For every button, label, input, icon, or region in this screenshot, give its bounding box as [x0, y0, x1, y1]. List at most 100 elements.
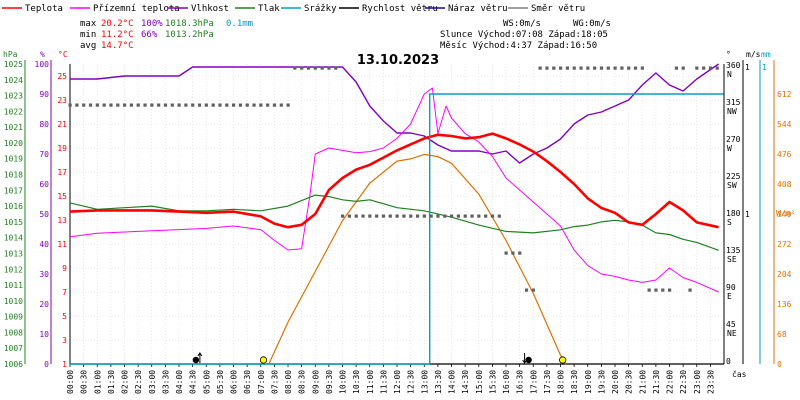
- direction-tick-label: 0: [726, 357, 731, 366]
- wind-direction-point: [388, 214, 392, 218]
- pressure-tick-label: 1022: [4, 107, 23, 116]
- time-tick-label: 11:30: [379, 370, 388, 394]
- stat-avg-temp: 14.7°C: [101, 41, 134, 51]
- time-tick-label: 02:30: [134, 370, 143, 394]
- wind-direction-point: [456, 214, 461, 218]
- wind-direction-point: [88, 103, 93, 107]
- humidity-tick-label: 70: [39, 150, 49, 159]
- time-tick-label: 13:30: [434, 370, 443, 394]
- direction-compass-label: SW: [727, 181, 737, 190]
- time-tick-label: 05:00: [202, 370, 211, 394]
- legend-teplota: Teplota: [25, 4, 63, 14]
- wind-direction-point: [422, 214, 426, 218]
- legend-naraz-vetru: Náraz větru: [448, 4, 508, 14]
- wind-direction-point: [436, 214, 440, 218]
- wind-direction-point: [320, 66, 324, 70]
- wind-direction-point: [204, 103, 208, 107]
- stat-max-rain: 0.1mm: [226, 19, 253, 29]
- legend-tlak: Tlak: [258, 4, 280, 14]
- wind-direction-point: [668, 288, 672, 292]
- wind-direction-point: [347, 214, 352, 218]
- wind-direction-point: [238, 103, 243, 107]
- wind-direction-point: [586, 66, 590, 70]
- time-tick-label: 19:00: [584, 370, 593, 394]
- temperature-tick-label: 5: [62, 312, 67, 321]
- legend-vlhkost: Vlhkost: [191, 4, 229, 14]
- wind-direction-point: [661, 288, 665, 292]
- time-tick-label: 21:00: [638, 370, 647, 394]
- wind-direction-point: [354, 214, 358, 218]
- wind-direction-point: [218, 103, 222, 107]
- wind-direction-point: [361, 214, 365, 218]
- wind-direction-point: [429, 214, 433, 218]
- time-tick-label: 01:00: [93, 370, 102, 394]
- solar-tick-label: 544: [777, 120, 792, 129]
- humidity-tick-label: 90: [39, 90, 49, 99]
- wind-direction-point: [681, 66, 685, 70]
- wind-direction-point: [82, 103, 86, 107]
- stat-max-press: 1018.3hPa: [165, 19, 214, 29]
- stat-min-temp: 11.2°C: [101, 30, 134, 40]
- direction-compass-label: S: [727, 218, 732, 227]
- stat-min-press: 1013.2hPa: [165, 30, 214, 40]
- time-tick-label: 22:00: [666, 370, 675, 394]
- pressure-tick-label: 1018: [4, 171, 23, 180]
- solar-tick-label: 204: [777, 270, 792, 279]
- wind-direction-point: [116, 103, 120, 107]
- stat-wg: WG:0m/s: [573, 19, 611, 29]
- wind-direction-point: [75, 103, 79, 107]
- wind-direction-point: [266, 103, 270, 107]
- series-rain: [70, 93, 724, 365]
- wind-direction-point: [490, 214, 495, 218]
- time-tick-label: 03:00: [148, 370, 157, 394]
- wind-direction-point: [702, 66, 706, 70]
- wind-direction-point: [545, 66, 549, 70]
- humidity-tick-label: 60: [39, 180, 49, 189]
- stat-min-hum: 66%: [141, 30, 158, 40]
- temperature-tick-label: 7: [62, 288, 67, 297]
- wind-direction-point: [232, 103, 236, 107]
- pressure-tick-label: 1015: [4, 218, 23, 227]
- wind-direction-point: [211, 103, 215, 107]
- sun-marker-icon: [259, 356, 268, 364]
- wind-direction-point: [715, 66, 719, 70]
- wind-tick-label: 1: [745, 63, 750, 72]
- wind-direction-point: [259, 103, 263, 107]
- pressure-tick-label: 1021: [4, 123, 23, 132]
- temperature-tick-label: 13: [57, 216, 67, 225]
- time-tick-label: 06:00: [230, 370, 239, 394]
- wind-direction-point: [593, 66, 597, 70]
- wind-direction-point: [463, 214, 467, 218]
- wind-direction-point: [484, 214, 488, 218]
- wind-direction-point: [129, 103, 134, 107]
- legend-srazky: Srážky: [304, 4, 337, 14]
- temperature-tick-label: 23: [57, 96, 67, 105]
- legend-prizemni-teplota: Přízemní teplota: [93, 4, 180, 14]
- time-tick-label: 14:00: [448, 370, 457, 394]
- solar-tick-label: 136: [777, 300, 792, 309]
- wind-direction-point: [633, 66, 638, 70]
- wind-axis-label: m/s: [746, 50, 761, 59]
- humidity-tick-label: 20: [39, 300, 49, 309]
- wind-direction-point: [565, 66, 570, 70]
- wind-direction-point: [252, 103, 256, 107]
- wind-direction-point: [334, 66, 338, 70]
- wind-direction-point: [450, 214, 454, 218]
- axis-unit-labels: hPa % °C ° m/s mm W/m² čas: [3, 50, 795, 379]
- direction-compass-label: E: [727, 292, 732, 301]
- time-tick-label: 15:30: [488, 370, 497, 394]
- time-tick-label: 21:30: [652, 370, 661, 394]
- rain-axis-label: mm: [761, 50, 771, 59]
- temperature-tick-label: 25: [57, 72, 67, 81]
- time-tick-label: 12:00: [393, 370, 402, 394]
- wind-direction-point: [531, 288, 535, 292]
- wind-direction-point: [613, 66, 617, 70]
- time-tick-label: 00:00: [66, 370, 75, 394]
- time-tick-label: 14:30: [461, 370, 470, 394]
- wind-direction-point: [524, 288, 529, 292]
- wind-direction-point: [470, 214, 474, 218]
- stat-max-label: max: [80, 19, 97, 29]
- humidity-tick-label: 80: [39, 120, 49, 129]
- wind-direction-point: [504, 251, 508, 255]
